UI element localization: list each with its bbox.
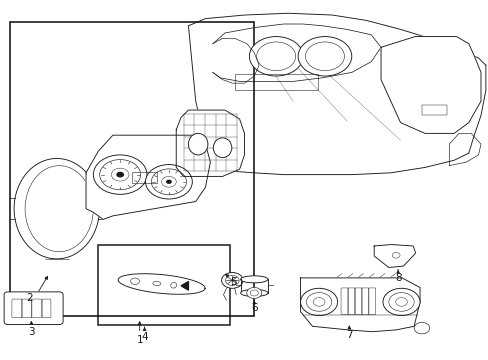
- Bar: [10, 22, 254, 316]
- Circle shape: [246, 287, 261, 298]
- Polygon shape: [86, 135, 210, 220]
- Bar: [422, 105, 446, 116]
- Circle shape: [395, 298, 407, 306]
- Text: 3: 3: [28, 327, 35, 337]
- Circle shape: [145, 165, 192, 199]
- Text: 1: 1: [136, 334, 142, 345]
- Polygon shape: [181, 282, 188, 290]
- Ellipse shape: [213, 138, 231, 158]
- Circle shape: [300, 288, 337, 316]
- Text: 4: 4: [141, 332, 147, 342]
- Polygon shape: [300, 278, 419, 332]
- Text: 7: 7: [346, 330, 352, 340]
- Circle shape: [313, 298, 325, 306]
- Polygon shape: [118, 274, 204, 294]
- Text: 5: 5: [230, 277, 237, 287]
- FancyBboxPatch shape: [4, 292, 63, 324]
- Circle shape: [382, 288, 419, 316]
- Circle shape: [165, 180, 171, 184]
- Bar: [132, 172, 157, 183]
- Polygon shape: [176, 110, 244, 176]
- Bar: [98, 244, 229, 325]
- Text: 6: 6: [250, 303, 257, 313]
- Text: 8: 8: [394, 273, 401, 283]
- Circle shape: [249, 37, 303, 76]
- Circle shape: [413, 322, 429, 334]
- Ellipse shape: [14, 158, 99, 259]
- Polygon shape: [373, 244, 415, 267]
- Ellipse shape: [188, 134, 207, 155]
- Text: 2: 2: [26, 293, 33, 303]
- Ellipse shape: [240, 289, 267, 297]
- Circle shape: [93, 155, 147, 194]
- Polygon shape: [380, 37, 480, 134]
- Circle shape: [116, 172, 124, 177]
- Ellipse shape: [240, 276, 267, 283]
- Circle shape: [221, 273, 243, 288]
- Bar: [234, 74, 317, 90]
- Circle shape: [298, 37, 351, 76]
